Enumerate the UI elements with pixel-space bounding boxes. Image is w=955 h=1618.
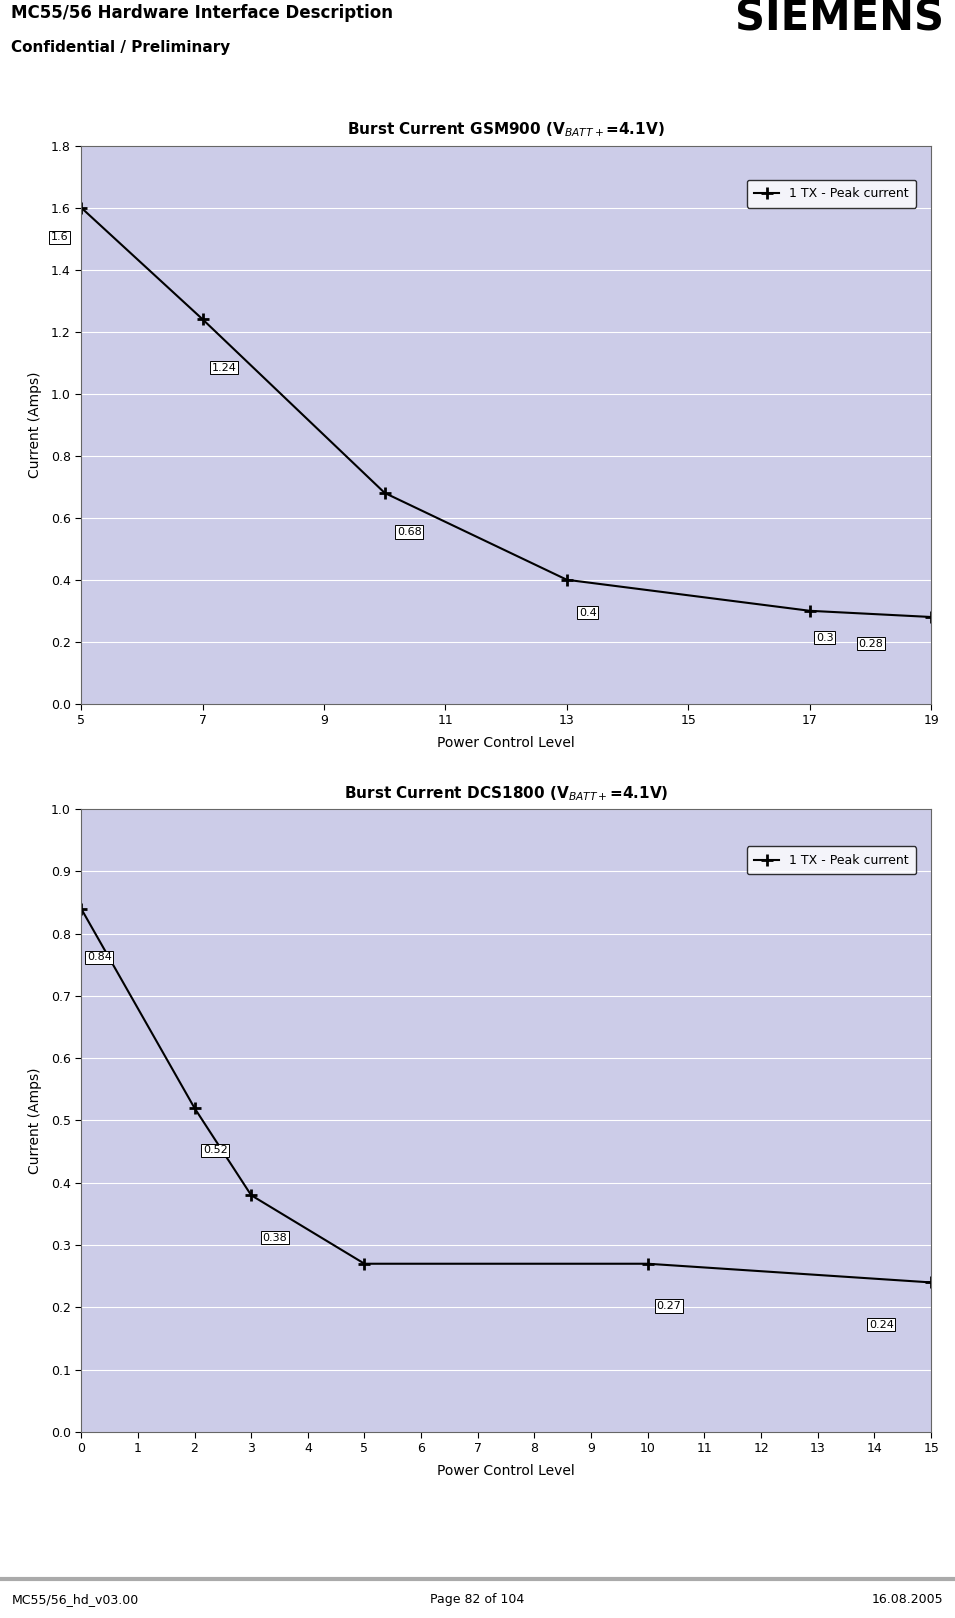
- Text: 1.24: 1.24: [212, 362, 237, 372]
- Title: Burst Current DCS1800 (V$_{BATT+}$=4.1V): Burst Current DCS1800 (V$_{BATT+}$=4.1V): [344, 783, 668, 803]
- Text: 0.4: 0.4: [579, 608, 597, 618]
- Text: MC55/56_hd_v03.00: MC55/56_hd_v03.00: [11, 1594, 138, 1607]
- Text: 0.84: 0.84: [87, 953, 112, 963]
- Text: 0.3: 0.3: [816, 633, 834, 642]
- Text: Confidential / Preliminary: Confidential / Preliminary: [11, 40, 231, 55]
- X-axis label: Power Control Level: Power Control Level: [437, 736, 575, 749]
- Text: MC55/56 Hardware Interface Description: MC55/56 Hardware Interface Description: [11, 3, 393, 21]
- Text: 0.28: 0.28: [859, 639, 883, 649]
- Title: Burst Current GSM900 (V$_{BATT+}$=4.1V): Burst Current GSM900 (V$_{BATT+}$=4.1V): [348, 120, 665, 139]
- Text: SIEMENS: SIEMENS: [734, 0, 944, 39]
- Text: 0.24: 0.24: [869, 1320, 894, 1330]
- Text: 0.27: 0.27: [656, 1301, 681, 1311]
- Y-axis label: Current (Amps): Current (Amps): [29, 372, 42, 477]
- Text: 0.68: 0.68: [397, 527, 421, 537]
- Text: 0.38: 0.38: [263, 1233, 287, 1243]
- Text: 0.52: 0.52: [203, 1146, 227, 1155]
- Legend: 1 TX - Peak current: 1 TX - Peak current: [747, 846, 917, 874]
- X-axis label: Power Control Level: Power Control Level: [437, 1464, 575, 1477]
- Legend: 1 TX - Peak current: 1 TX - Peak current: [747, 180, 917, 207]
- Text: 16.08.2005: 16.08.2005: [872, 1594, 944, 1607]
- Text: 1.6: 1.6: [51, 233, 69, 243]
- Y-axis label: Current (Amps): Current (Amps): [29, 1068, 42, 1173]
- Text: Page 82 of 104: Page 82 of 104: [431, 1594, 524, 1607]
